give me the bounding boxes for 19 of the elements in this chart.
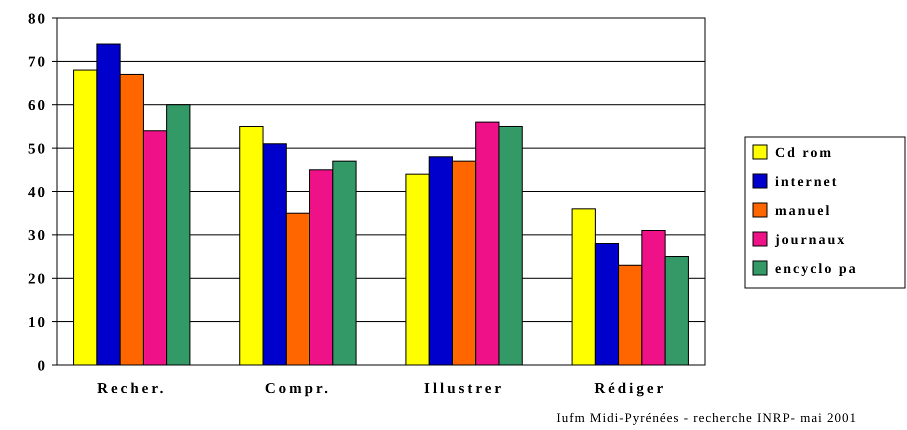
y-tick-label: 0 [38,358,47,374]
legend-label: manuel [775,204,832,219]
text: Iufm Midi-Pyrénées - recherche INRP- mai 2001 [556,410,857,425]
y-tick-label: 60 [28,98,47,114]
y-tick-label: 40 [28,184,47,201]
legend-label: internet [775,174,838,190]
y-tick-label: 80 [28,11,47,28]
legend-label: encyclo pa [775,262,858,277]
x-tick-label: Recher. [97,381,166,397]
legend-label: journaux [774,232,846,248]
y-tick-label: 50 [28,141,47,158]
x-tick-label: Compr. [264,381,332,397]
x-tick-label: Rédiger [594,381,666,397]
y-tick-label: 70 [28,54,47,71]
y-tick-label: 30 [28,228,47,244]
x-tick-label: Illustrer [424,381,504,397]
legend-label: Cd rom [775,146,834,161]
y-tick-label: 10 [28,314,47,331]
y-tick-label: 20 [28,272,47,288]
